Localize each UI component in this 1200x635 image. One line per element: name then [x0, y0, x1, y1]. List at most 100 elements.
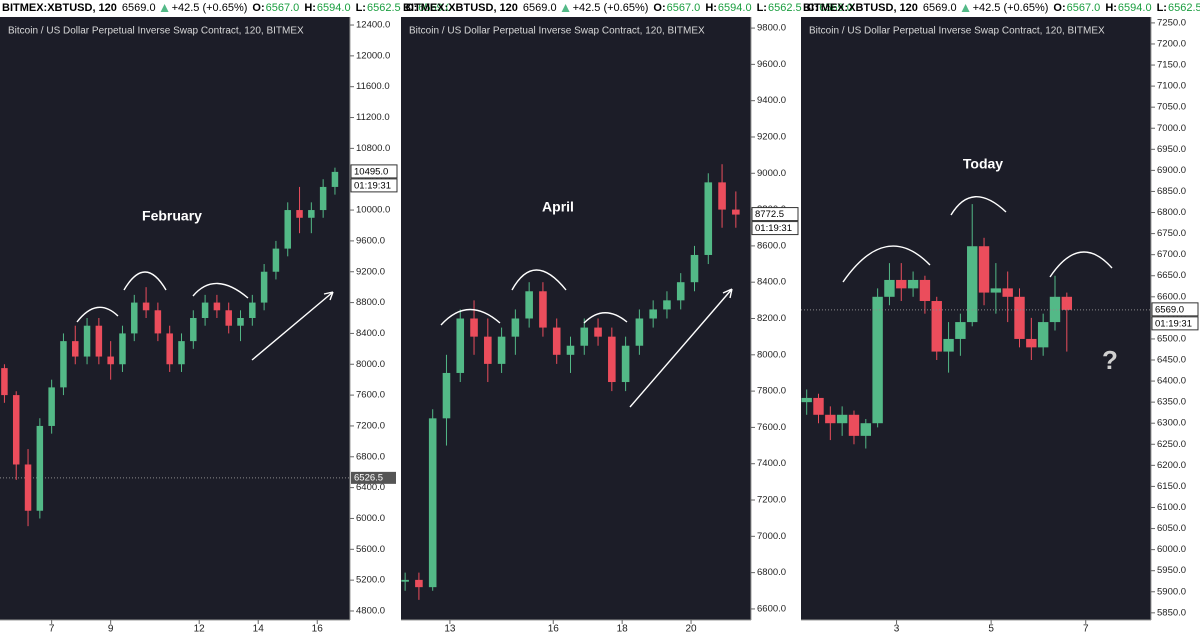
chart-subtitle: Bitcoin / US Dollar Perpetual Inverse Sw… [8, 26, 304, 37]
candle-body [621, 345, 630, 383]
candle-body [663, 300, 671, 310]
y-tick-label: 6850.0 [1157, 186, 1186, 197]
panel: BITMEX:XBTUSD, 120 6569.0 +42.5 (+0.65%) O:… [801, 2, 1200, 635]
candle-body [201, 302, 209, 318]
y-tick-label: 8400.0 [356, 328, 385, 339]
candle-body [60, 341, 67, 388]
annotation: April [542, 199, 574, 215]
x-tick-label: 7 [49, 624, 55, 635]
x-tick-label: 12 [194, 624, 206, 635]
arc [950, 196, 1007, 216]
candle-body [190, 317, 197, 342]
candle-body [166, 333, 173, 365]
candle-body [896, 279, 907, 289]
y-tick-label: 6950.0 [1157, 144, 1186, 155]
candle-body [178, 341, 185, 365]
countdown-box [1151, 316, 1199, 331]
y-tick-label: 8400.0 [757, 277, 786, 288]
candle-body [580, 327, 589, 346]
candle-body [442, 372, 451, 419]
y-tick-label: 8600.0 [757, 240, 786, 251]
candle-body [635, 318, 644, 346]
header-text: 6594.0 [718, 2, 752, 14]
header-text: 6594.0 [1118, 2, 1152, 14]
y-tick-label: 9000.0 [757, 168, 786, 179]
chart-subtitle: Bitcoin / US Dollar Perpetual Inverse Sw… [409, 26, 705, 37]
y-tick-label: 7600.0 [757, 422, 786, 433]
countdown-box [751, 221, 799, 236]
y-tick-label: 6200.0 [1157, 460, 1186, 471]
arc [842, 245, 931, 283]
countdown: 01:19:31 [755, 223, 792, 234]
candle-body [732, 209, 740, 215]
y-tick-label: 11600.0 [356, 81, 390, 92]
y-tick-label: 7200.0 [1157, 38, 1186, 49]
x-tick-label: 13 [444, 624, 456, 635]
candle-body [919, 279, 931, 302]
annotation: ? [1102, 345, 1118, 375]
price-label-box [350, 164, 398, 179]
y-tick-label: 10000.0 [356, 205, 390, 216]
header-text: 6567.0 [667, 2, 701, 14]
candle-body [1061, 296, 1073, 310]
y-tick-label: 9600.0 [757, 59, 786, 70]
y-tick-label: 6600.0 [1157, 291, 1186, 302]
header-text: 6569.0 [418, 2, 452, 14]
candle-body [470, 318, 478, 337]
annotation: February [142, 208, 202, 224]
candle-body [237, 317, 244, 326]
y-tick-label: 6500.0 [1157, 333, 1186, 344]
candle-body [718, 182, 726, 210]
header-text: BITMEX:XBTUSD, 120 [2, 2, 117, 14]
candle-body [272, 248, 280, 272]
candle-body [308, 210, 315, 218]
candle-body [1049, 296, 1061, 323]
y-tick-label: 6800.0 [757, 567, 786, 578]
candle-body [967, 246, 978, 323]
y-tick-label: 6100.0 [1157, 502, 1186, 513]
candle-body [704, 182, 713, 255]
candle-body [943, 338, 954, 352]
candle-body [225, 310, 232, 326]
y-tick-label: 6600.0 [757, 603, 786, 614]
candle-body [860, 423, 871, 436]
y-tick-label: 7400.0 [757, 458, 786, 469]
header-text: 6567.0 [1067, 2, 1101, 14]
plot-area [0, 17, 350, 620]
header-label: H: [1105, 2, 1117, 14]
arc [511, 269, 567, 291]
candle-body [1026, 338, 1037, 348]
candle-body [249, 302, 256, 318]
price-label: 6526.5 [354, 472, 383, 483]
arc [123, 271, 167, 291]
y-tick-label: 8200.0 [757, 313, 786, 324]
candle-body [1014, 296, 1025, 339]
candle-body [566, 345, 575, 355]
y-tick-label: 6250.0 [1157, 439, 1186, 450]
header-text: 6562.5 [367, 2, 401, 14]
candle-body [415, 579, 423, 588]
header-label: C: [807, 2, 819, 14]
y-tick-label: 9400.0 [757, 95, 786, 106]
y-tick-label: 7250.0 [1157, 17, 1186, 28]
header-text: 6569.0 [923, 2, 957, 14]
candle-body [676, 282, 685, 301]
y-tick-label: 5900.0 [1157, 586, 1186, 597]
arc [583, 312, 628, 324]
y-tick-label: 12000.0 [356, 50, 390, 61]
y-tick-label: 6300.0 [1157, 418, 1186, 429]
x-tick-label: 20 [685, 624, 697, 635]
y-tick-label: 9600.0 [356, 235, 385, 246]
candle-body [497, 336, 506, 364]
header-text: 6567.0 [266, 2, 300, 14]
candle-body [1002, 288, 1013, 297]
header-text: +42.5 (+0.65%) [573, 2, 649, 14]
y-tick-label: 6400.0 [1157, 376, 1186, 387]
header-label: O: [252, 2, 264, 14]
header-text: 6569.0 [523, 2, 557, 14]
candle-body [825, 414, 836, 424]
candle-body [72, 341, 79, 357]
candle-body [107, 356, 114, 365]
candle-body [48, 387, 55, 426]
